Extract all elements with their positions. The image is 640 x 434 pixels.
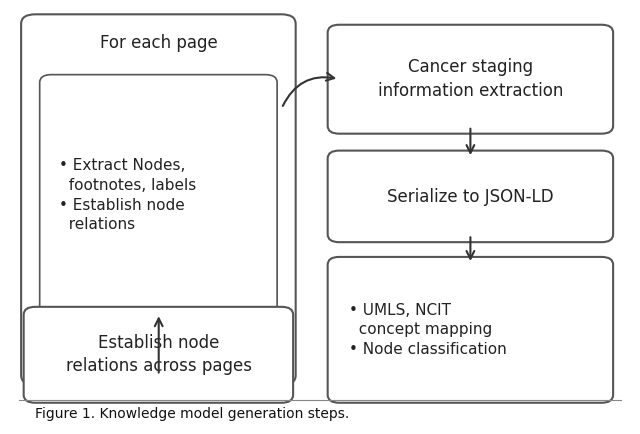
FancyBboxPatch shape [328,25,613,134]
Text: Figure 1. Knowledge model generation steps.: Figure 1. Knowledge model generation ste… [35,408,349,421]
Text: For each page: For each page [100,34,218,53]
Text: • UMLS, NCIT
  concept mapping
• Node classification: • UMLS, NCIT concept mapping • Node clas… [349,302,506,357]
FancyBboxPatch shape [328,257,613,403]
FancyBboxPatch shape [328,151,613,242]
Text: • Extract Nodes,
  footnotes, labels
• Establish node
  relations: • Extract Nodes, footnotes, labels • Est… [59,158,196,233]
FancyArrowPatch shape [283,73,334,106]
Text: Cancer staging
information extraction: Cancer staging information extraction [378,58,563,100]
FancyBboxPatch shape [21,14,296,385]
Text: Serialize to JSON-LD: Serialize to JSON-LD [387,187,554,206]
FancyBboxPatch shape [40,75,277,320]
FancyBboxPatch shape [24,307,293,403]
Text: Establish node
relations across pages: Establish node relations across pages [66,334,252,375]
